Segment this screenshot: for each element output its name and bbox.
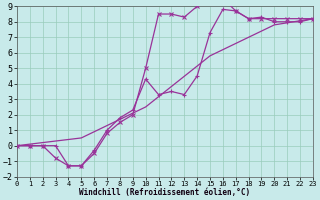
X-axis label: Windchill (Refroidissement éolien,°C): Windchill (Refroidissement éolien,°C) bbox=[79, 188, 251, 197]
